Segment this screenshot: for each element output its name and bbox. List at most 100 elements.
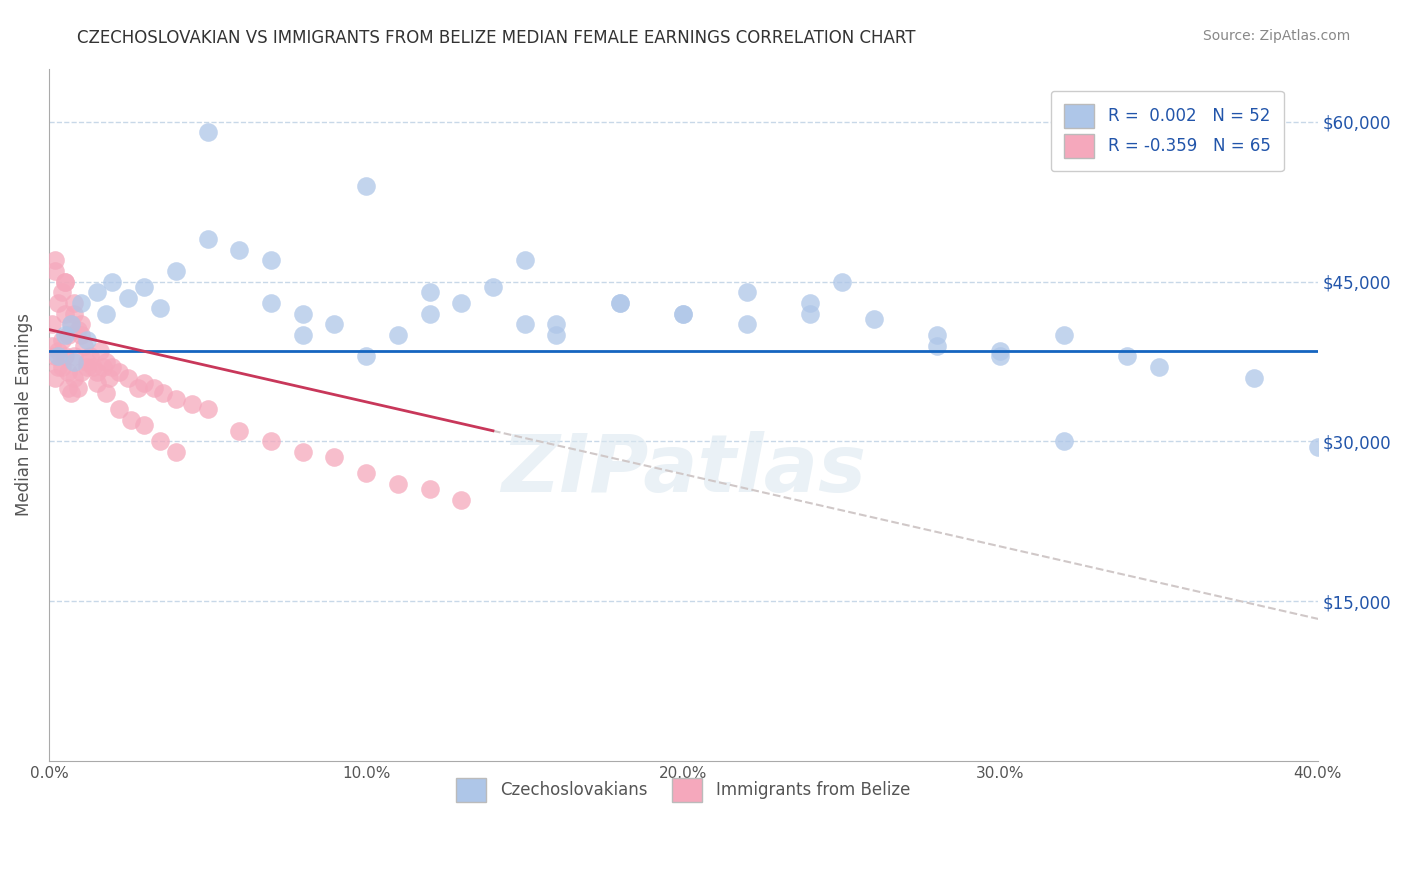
Point — [89, 343, 111, 358]
Text: ZIPatlas: ZIPatlas — [501, 431, 866, 509]
Point — [94, 354, 117, 368]
Point — [53, 307, 76, 321]
Point — [799, 296, 821, 310]
Point — [152, 386, 174, 401]
Point — [48, 343, 70, 358]
Point — [354, 349, 377, 363]
Point — [609, 296, 631, 310]
Point — [197, 232, 219, 246]
Point — [63, 349, 86, 363]
Point — [117, 370, 139, 384]
Point — [354, 178, 377, 193]
Point — [419, 307, 441, 321]
Point — [86, 376, 108, 390]
Point — [513, 253, 536, 268]
Point — [354, 467, 377, 481]
Point — [86, 365, 108, 379]
Y-axis label: Median Female Earnings: Median Female Earnings — [15, 313, 32, 516]
Point — [450, 493, 472, 508]
Point — [76, 333, 98, 347]
Point — [53, 275, 76, 289]
Point — [56, 365, 79, 379]
Point — [41, 338, 63, 352]
Point — [1147, 359, 1170, 374]
Point — [60, 386, 83, 401]
Point — [450, 296, 472, 310]
Point — [101, 359, 124, 374]
Point — [925, 338, 948, 352]
Point — [69, 365, 91, 379]
Legend: Czechoslovakians, Immigrants from Belize: Czechoslovakians, Immigrants from Belize — [443, 764, 924, 815]
Point — [260, 253, 283, 268]
Point — [925, 327, 948, 342]
Point — [197, 402, 219, 417]
Point — [132, 376, 155, 390]
Point — [513, 317, 536, 331]
Point — [990, 343, 1012, 358]
Point — [132, 280, 155, 294]
Point — [53, 349, 76, 363]
Point — [165, 445, 187, 459]
Point — [66, 322, 89, 336]
Point — [799, 307, 821, 321]
Point — [98, 370, 121, 384]
Point — [419, 483, 441, 497]
Point — [180, 397, 202, 411]
Point — [44, 349, 66, 363]
Point — [387, 327, 409, 342]
Point — [76, 354, 98, 368]
Point — [546, 317, 568, 331]
Point — [56, 381, 79, 395]
Point — [73, 338, 96, 352]
Point — [291, 327, 314, 342]
Point — [1243, 370, 1265, 384]
Point — [260, 434, 283, 449]
Point — [323, 450, 346, 465]
Point — [101, 275, 124, 289]
Point — [48, 349, 70, 363]
Point — [51, 333, 73, 347]
Point — [63, 307, 86, 321]
Point — [149, 301, 172, 316]
Point — [142, 381, 165, 395]
Point — [149, 434, 172, 449]
Point — [69, 327, 91, 342]
Point — [79, 349, 101, 363]
Point — [107, 365, 129, 379]
Point — [291, 307, 314, 321]
Point — [44, 264, 66, 278]
Point — [82, 359, 104, 374]
Point — [228, 424, 250, 438]
Point — [735, 317, 758, 331]
Point — [117, 291, 139, 305]
Point — [60, 317, 83, 331]
Point — [76, 359, 98, 374]
Point — [1116, 349, 1139, 363]
Point — [1053, 434, 1076, 449]
Point — [419, 285, 441, 300]
Point — [990, 349, 1012, 363]
Point — [831, 275, 853, 289]
Point — [387, 477, 409, 491]
Point — [60, 317, 83, 331]
Point — [69, 317, 91, 331]
Point — [609, 296, 631, 310]
Point — [672, 307, 695, 321]
Point — [291, 445, 314, 459]
Point — [56, 327, 79, 342]
Point — [63, 354, 86, 368]
Point — [127, 381, 149, 395]
Point — [120, 413, 142, 427]
Point — [546, 327, 568, 342]
Point — [260, 296, 283, 310]
Point — [63, 370, 86, 384]
Point — [53, 275, 76, 289]
Text: CZECHOSLOVAKIAN VS IMMIGRANTS FROM BELIZE MEDIAN FEMALE EARNINGS CORRELATION CHA: CZECHOSLOVAKIAN VS IMMIGRANTS FROM BELIZ… — [77, 29, 915, 46]
Point — [66, 381, 89, 395]
Point — [132, 418, 155, 433]
Point — [323, 317, 346, 331]
Text: Source: ZipAtlas.com: Source: ZipAtlas.com — [1202, 29, 1350, 43]
Point — [86, 285, 108, 300]
Point — [48, 296, 70, 310]
Point — [41, 317, 63, 331]
